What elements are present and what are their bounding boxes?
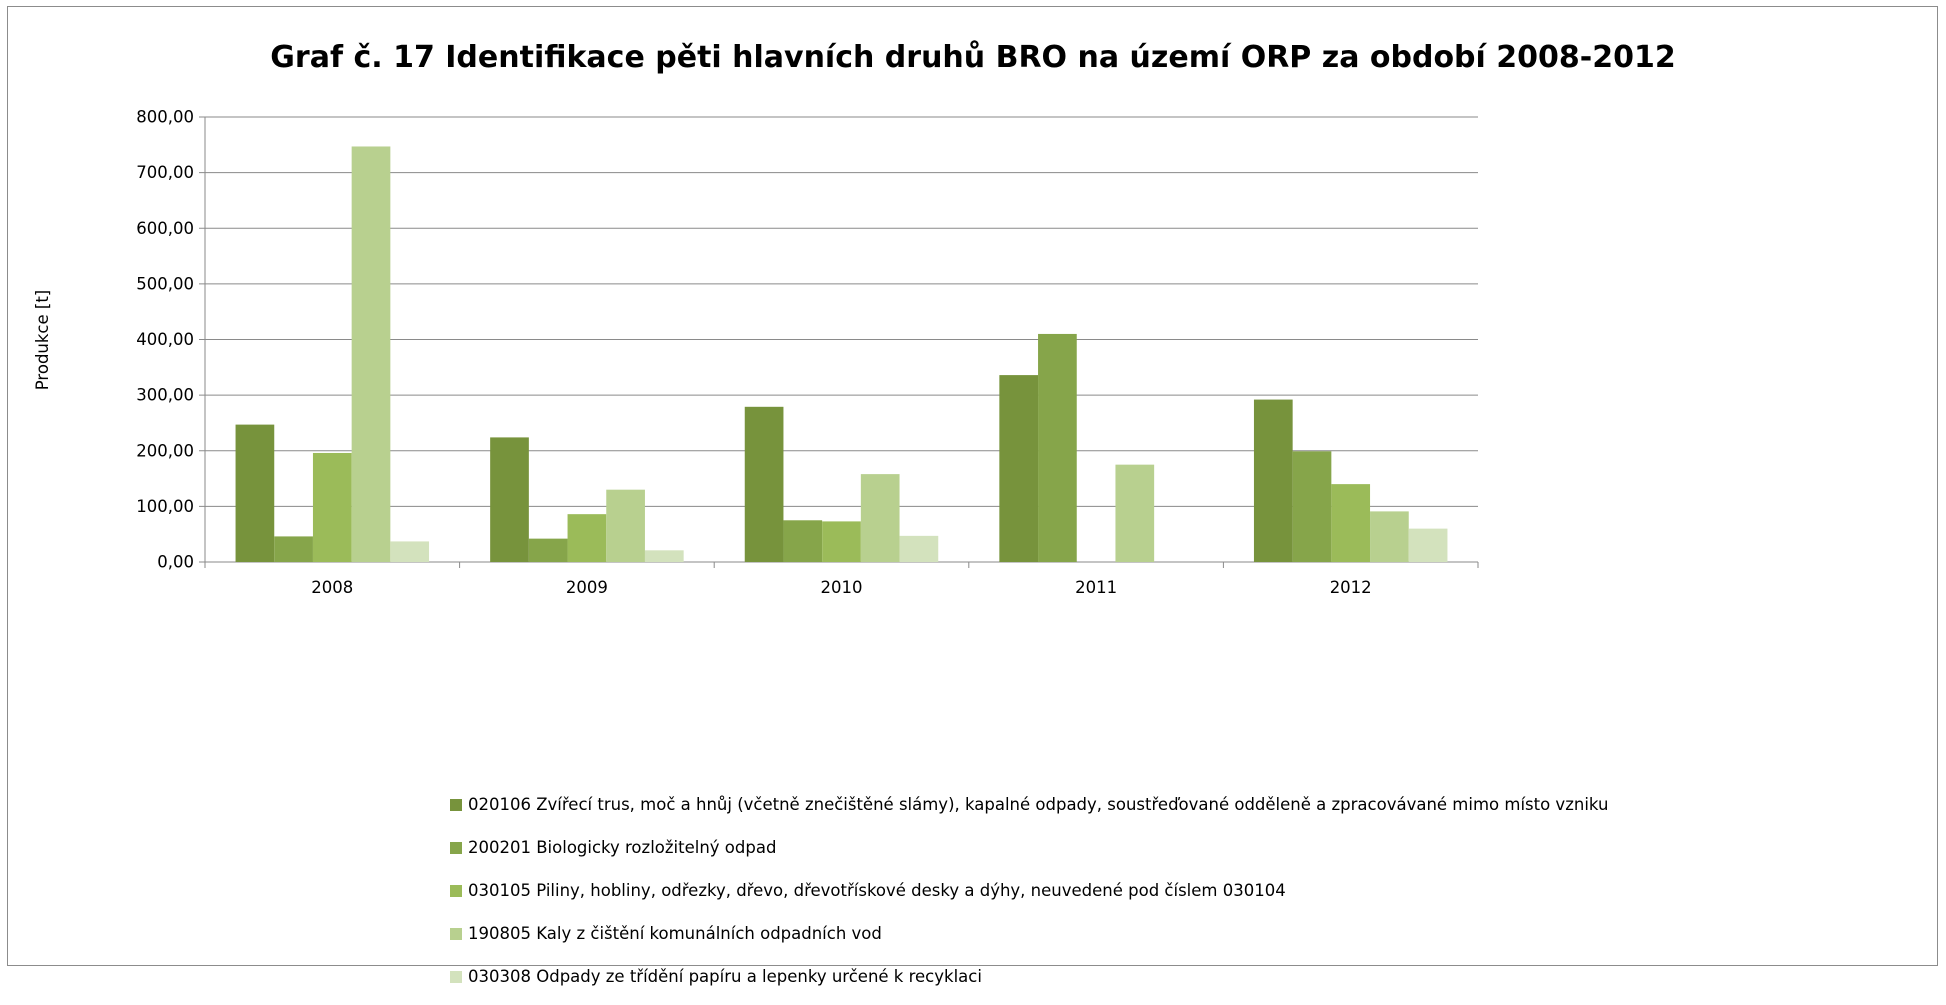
legend-swatch bbox=[450, 884, 462, 897]
y-tick-label: 500,00 bbox=[136, 274, 194, 293]
bar bbox=[860, 474, 900, 562]
bar bbox=[351, 146, 391, 562]
bar bbox=[783, 520, 823, 562]
x-tick-label: 2008 bbox=[311, 578, 353, 597]
bar bbox=[1408, 528, 1448, 562]
legend-label: 030308 Odpady ze třídění papíru a lepenk… bbox=[468, 967, 982, 986]
y-axis-label: Produkce [t] bbox=[33, 290, 52, 390]
legend: 020106 Zvířecí trus, moč a hnůj (včetně … bbox=[450, 790, 1608, 1005]
legend-swatch bbox=[450, 927, 462, 940]
bar-chart: 0,00 100,00 200,00 300,00 400,00 500,00 600,00… bbox=[33, 108, 1479, 597]
legend-item: 190805 Kaly z čištění komunálních odpadn… bbox=[450, 919, 1608, 948]
y-tick-label: 800,00 bbox=[136, 108, 194, 127]
legend-label: 190805 Kaly z čištění komunálních odpadn… bbox=[468, 924, 882, 943]
legend-label: 020106 Zvířecí trus, moč a hnůj (včetně … bbox=[468, 795, 1609, 814]
y-tick-label: 400,00 bbox=[136, 330, 194, 349]
bar bbox=[606, 489, 645, 562]
bar bbox=[899, 535, 939, 562]
bar bbox=[1253, 399, 1293, 562]
bar bbox=[1370, 511, 1409, 562]
legend-label: 030105 Piliny, hobliny, odřezky, dřevo, … bbox=[468, 881, 1286, 900]
legend-swatch bbox=[450, 841, 462, 854]
bars bbox=[235, 146, 1448, 562]
x-tick-label: 2011 bbox=[1075, 578, 1117, 597]
bar bbox=[744, 406, 784, 562]
legend-item: 030308 Odpady ze třídění papíru a lepenk… bbox=[450, 962, 1608, 991]
bar bbox=[1331, 484, 1371, 562]
y-tick-label: 700,00 bbox=[136, 163, 194, 182]
legend-swatch bbox=[450, 970, 462, 983]
x-tick-label: 2012 bbox=[1330, 578, 1372, 597]
bar bbox=[235, 424, 275, 562]
y-tick-label: 600,00 bbox=[136, 219, 194, 238]
bar bbox=[390, 541, 430, 562]
x-tick-label: 2009 bbox=[566, 578, 608, 597]
bar bbox=[1292, 451, 1332, 562]
bar bbox=[1115, 464, 1155, 562]
legend-swatch bbox=[450, 798, 462, 811]
legend-item: 030105 Piliny, hobliny, odřezky, dřevo, … bbox=[450, 876, 1608, 905]
bar bbox=[567, 514, 607, 562]
bar bbox=[999, 375, 1039, 562]
bar bbox=[312, 452, 352, 562]
x-tick-label: 2010 bbox=[821, 578, 863, 597]
y-tick-label: 0,00 bbox=[157, 553, 194, 572]
legend-item: 200201 Biologicky rozložitelný odpad bbox=[450, 833, 1608, 862]
bar bbox=[822, 521, 861, 562]
legend-label: 200201 Biologicky rozložitelný odpad bbox=[468, 838, 777, 857]
y-tick-label: 200,00 bbox=[136, 441, 194, 460]
bar bbox=[490, 437, 529, 562]
bar bbox=[644, 550, 684, 562]
gridlines bbox=[205, 116, 1478, 507]
chart-title: Graf č. 17 Identifikace pěti hlavních dr… bbox=[270, 40, 1676, 75]
y-tick-label: 300,00 bbox=[136, 386, 194, 405]
bar bbox=[274, 536, 313, 562]
bar bbox=[1038, 333, 1077, 562]
bar bbox=[528, 538, 568, 562]
legend-item: 020106 Zvířecí trus, moč a hnůj (včetně … bbox=[450, 790, 1608, 819]
y-tick-label: 100,00 bbox=[136, 497, 194, 516]
